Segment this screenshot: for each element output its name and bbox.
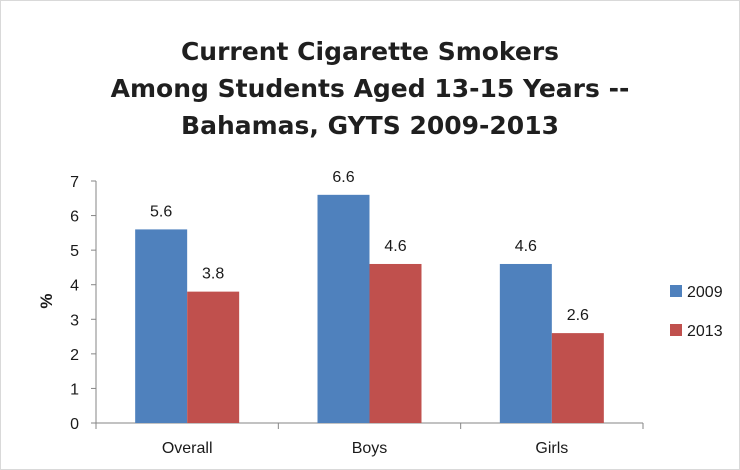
legend-swatch-2009 <box>670 285 682 297</box>
chart-title-line-1: Current Cigarette Smokers <box>180 37 560 66</box>
y-tick-label: 3 <box>70 312 79 329</box>
x-tick-label: Overall <box>162 440 213 457</box>
bar-2009-boys <box>317 194 370 423</box>
bar-2009-overall <box>135 229 188 423</box>
legend-label-2013: 2013 <box>687 323 723 340</box>
x-tick-label: Boys <box>352 440 388 457</box>
chart-title: Current Cigarette Smokers Among Students… <box>1 33 739 144</box>
data-label: 3.8 <box>202 266 224 283</box>
x-tick-label: Girls <box>535 440 568 457</box>
y-tick-label: 5 <box>70 243 79 260</box>
legend-label-2009: 2009 <box>687 284 723 301</box>
bar-2013-overall <box>187 291 240 423</box>
y-tick-label: 4 <box>70 278 79 295</box>
legend-swatch-2013 <box>670 324 682 336</box>
data-label: 6.6 <box>332 169 354 186</box>
bar-2013-boys <box>369 263 422 423</box>
data-label: 4.6 <box>515 238 537 255</box>
chart-title-line-2: Among Students Aged 13-15 Years -- <box>110 74 630 103</box>
y-tick-label: 6 <box>70 209 79 226</box>
bar-2013-girls <box>551 333 604 423</box>
data-label: 2.6 <box>567 307 589 324</box>
y-axis-label: % <box>37 293 56 308</box>
y-tick-label: 1 <box>70 381 79 398</box>
bar-2009-girls <box>499 263 552 423</box>
data-label: 5.6 <box>150 203 172 220</box>
data-label: 4.6 <box>384 238 406 255</box>
y-tick-label: 7 <box>70 174 79 191</box>
y-tick-label: 2 <box>70 347 79 364</box>
y-tick-label: 0 <box>70 416 79 433</box>
chart-title-line-3: Bahamas, GYTS 2009-2013 <box>181 111 559 140</box>
